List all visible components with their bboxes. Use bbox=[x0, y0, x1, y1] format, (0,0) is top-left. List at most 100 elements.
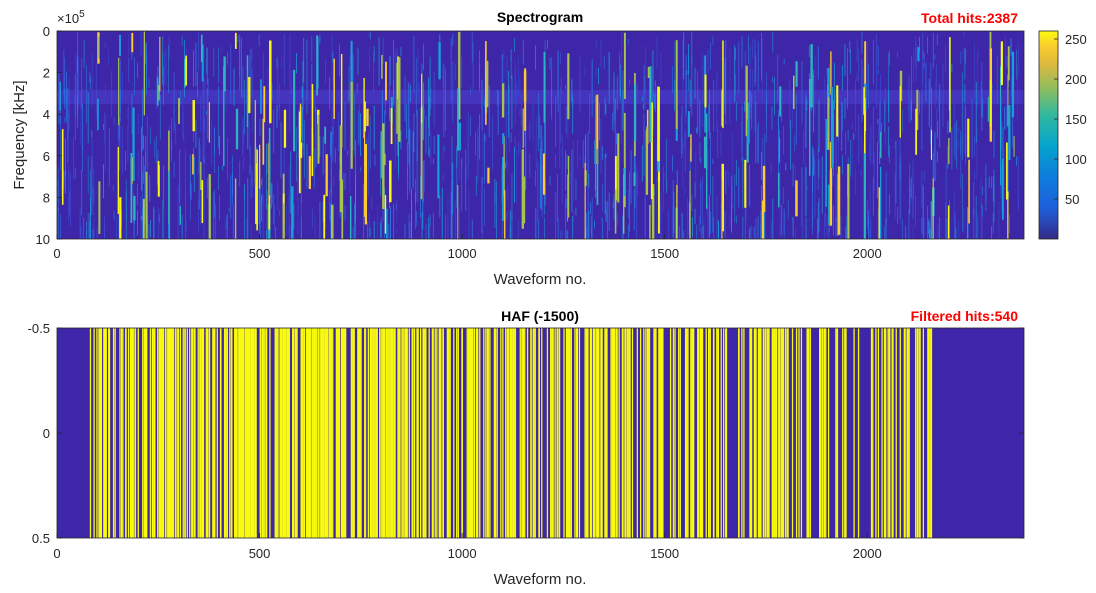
spectrogram-frame bbox=[56, 30, 1025, 240]
spectrogram-cell bbox=[360, 167, 361, 172]
spectrogram-bright-cell bbox=[647, 66, 650, 78]
spectrogram-cell bbox=[428, 217, 429, 239]
spectrogram-cell bbox=[82, 146, 83, 172]
spectrogram-cell bbox=[555, 191, 557, 239]
haf-hit-bar bbox=[277, 328, 279, 538]
haf-hit-bar bbox=[200, 328, 202, 538]
spectrogram-cell bbox=[981, 62, 983, 95]
haf-hit-bar bbox=[381, 328, 383, 538]
spectrogram-cell bbox=[937, 224, 939, 239]
haf-hit-bar bbox=[212, 328, 214, 538]
spectrogram-cell bbox=[96, 227, 98, 239]
spectrogram-cell bbox=[137, 62, 139, 79]
spectrogram-cell bbox=[731, 185, 733, 209]
spectrogram-cell bbox=[103, 164, 104, 199]
spectrogram-cell bbox=[934, 131, 936, 182]
colorbar-gradient bbox=[1038, 30, 1059, 240]
spectrogram-cell bbox=[560, 52, 561, 65]
spectrogram-bright-cell bbox=[899, 70, 903, 102]
spectrogram-cell bbox=[159, 214, 160, 223]
haf-hit-bar bbox=[505, 328, 507, 538]
spectrogram-cell bbox=[429, 214, 431, 227]
spectrogram-cell bbox=[614, 111, 616, 120]
spectrogram-cell bbox=[761, 156, 763, 185]
haf-hit-bar bbox=[146, 328, 148, 538]
spectrogram-cell bbox=[915, 195, 916, 227]
spectrogram-bright-cell bbox=[503, 136, 505, 196]
spectrogram-cell bbox=[955, 227, 957, 239]
x-tick-label: 0 bbox=[53, 546, 60, 561]
spectrogram-cell bbox=[374, 154, 376, 166]
spectrogram-cell bbox=[477, 134, 479, 162]
spectrogram-cell bbox=[153, 208, 155, 239]
spectrogram-cell bbox=[404, 223, 406, 239]
spectrogram-cell bbox=[921, 92, 923, 151]
spectrogram-bright-cell bbox=[1000, 98, 1002, 186]
spectrogram-cell bbox=[301, 106, 303, 142]
spectrogram-cell bbox=[731, 133, 733, 189]
haf-hit-bar bbox=[521, 328, 523, 538]
x-tick-label: 1500 bbox=[650, 246, 679, 261]
spectrogram-cell bbox=[884, 226, 886, 239]
spectrogram-cell bbox=[962, 48, 964, 60]
haf-hit-bar bbox=[402, 328, 404, 538]
haf-hit-bar bbox=[922, 328, 925, 538]
spectrogram-cell bbox=[358, 110, 360, 146]
spectrogram-cell bbox=[692, 217, 694, 238]
haf-hit-bar bbox=[108, 328, 111, 538]
spectrogram-cell bbox=[202, 104, 204, 163]
spectrogram-cell bbox=[173, 72, 175, 112]
spectrogram-cell bbox=[694, 182, 696, 199]
spectrogram-cell bbox=[239, 34, 241, 77]
spectrogram-bright-cell bbox=[421, 73, 423, 124]
haf-hit-bar bbox=[578, 328, 581, 538]
spectrogram-bright-cell bbox=[159, 36, 161, 92]
haf-hit-bar bbox=[825, 328, 827, 538]
spectrogram-cell bbox=[825, 68, 827, 75]
spectrogram-cell bbox=[707, 149, 709, 171]
spectrogram-cell bbox=[465, 165, 467, 211]
spectrogram-cell bbox=[702, 225, 704, 239]
spectrogram-cell bbox=[325, 143, 326, 158]
haf-hit-bar bbox=[615, 328, 617, 538]
haf-hit-bar bbox=[159, 328, 161, 538]
spectrogram-cell bbox=[928, 78, 930, 127]
haf-hit-bar bbox=[231, 328, 233, 538]
spectrogram-cell bbox=[352, 53, 354, 111]
spectrogram-cell bbox=[667, 210, 669, 239]
haf-hit-bar bbox=[778, 328, 780, 538]
spectrogram-cell bbox=[749, 187, 751, 209]
spectrogram-cell bbox=[812, 167, 813, 228]
colorbar-tick-label: 150 bbox=[1065, 112, 1087, 127]
spectrogram-cell bbox=[982, 205, 984, 217]
spectrogram-cell bbox=[663, 166, 664, 192]
spectrogram-cell bbox=[772, 31, 774, 53]
haf-hit-bar bbox=[819, 328, 821, 538]
spectrogram-cell bbox=[876, 119, 878, 124]
spectrogram-cell bbox=[514, 136, 516, 152]
spectrogram-cell bbox=[869, 184, 871, 238]
haf-hit-bar bbox=[114, 328, 116, 538]
spectrogram-cell bbox=[888, 126, 890, 157]
haf-hit-bar bbox=[431, 328, 434, 538]
haf-hit-bar bbox=[392, 328, 394, 538]
spectrogram-cell bbox=[249, 164, 250, 176]
haf-hit-bar bbox=[698, 328, 700, 538]
haf-hit-bar bbox=[263, 328, 265, 538]
spectrogram-cell bbox=[86, 221, 87, 239]
spectrogram-cell bbox=[954, 123, 956, 161]
spectrogram-cell bbox=[735, 48, 736, 61]
spectrogram-cell bbox=[140, 32, 142, 56]
spectrogram-cell bbox=[360, 113, 361, 156]
haf-hit-bar bbox=[325, 328, 328, 538]
spectrogram-bright-cell bbox=[390, 108, 393, 145]
haf-hit-bar bbox=[653, 328, 655, 538]
spectrogram-cell bbox=[322, 136, 324, 176]
spectrogram-cell bbox=[133, 57, 135, 96]
spectrogram-cell bbox=[226, 215, 228, 230]
haf-hit-bar bbox=[137, 328, 139, 538]
spectrogram-cell bbox=[757, 122, 759, 164]
haf-hit-bar bbox=[323, 328, 325, 538]
spectrogram-cell bbox=[643, 65, 645, 111]
haf-hit-bar bbox=[614, 328, 616, 538]
